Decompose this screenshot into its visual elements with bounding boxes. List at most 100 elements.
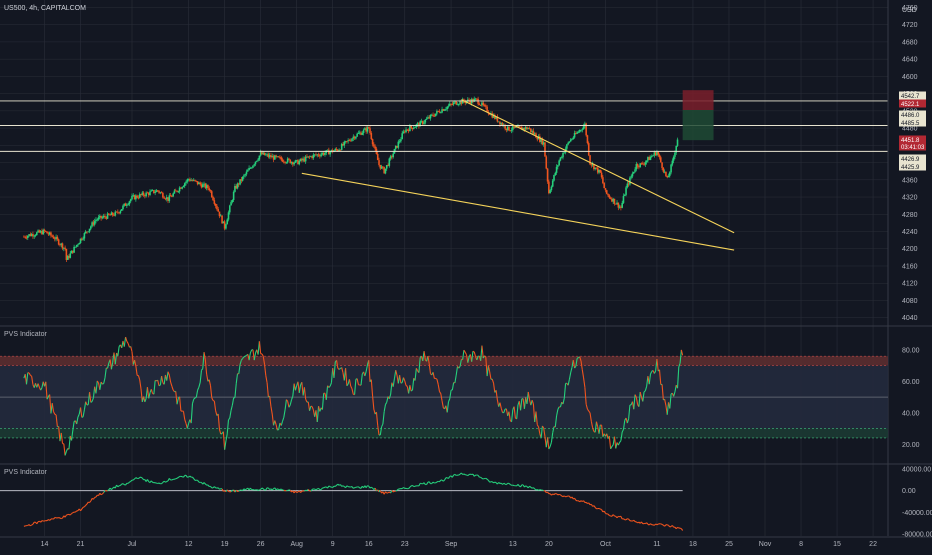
candle-body[interactable] (660, 157, 662, 162)
candle-body[interactable] (377, 154, 379, 160)
candle-body[interactable] (94, 221, 96, 225)
candle-body[interactable] (244, 174, 246, 175)
candle-body[interactable] (76, 245, 78, 247)
candle-body[interactable] (163, 197, 165, 198)
candle-body[interactable] (194, 180, 196, 181)
candle-body[interactable] (89, 229, 91, 232)
candle-body[interactable] (371, 133, 373, 139)
candle-body[interactable] (479, 104, 481, 105)
candle-body[interactable] (668, 176, 670, 177)
candle-body[interactable] (255, 162, 257, 165)
candle-body[interactable] (178, 191, 180, 192)
candle-body[interactable] (46, 232, 48, 234)
candle-body[interactable] (53, 237, 55, 239)
candle-body[interactable] (87, 232, 89, 233)
candle-body[interactable] (120, 211, 122, 213)
candle-body[interactable] (545, 157, 547, 169)
candle-body[interactable] (646, 161, 648, 163)
candle-body[interactable] (162, 193, 164, 197)
candle-body[interactable] (547, 169, 549, 182)
candle-body[interactable] (606, 190, 608, 194)
candle-body[interactable] (566, 144, 568, 148)
candle-body[interactable] (603, 183, 605, 188)
candle-body[interactable] (232, 200, 234, 202)
candle-body[interactable] (212, 197, 214, 200)
candle-body[interactable] (601, 173, 603, 178)
candle-body[interactable] (625, 187, 627, 194)
candle-body[interactable] (210, 190, 212, 191)
candle-body[interactable] (280, 157, 282, 159)
candle-body[interactable] (217, 209, 219, 211)
candle-body[interactable] (605, 188, 607, 190)
candle-body[interactable] (226, 220, 228, 225)
candle-body[interactable] (82, 239, 84, 240)
candle-body[interactable] (288, 159, 290, 160)
candle-body[interactable] (588, 143, 590, 155)
candle-body[interactable] (340, 150, 342, 151)
candle-body[interactable] (207, 185, 209, 188)
candle-body[interactable] (126, 205, 128, 206)
candle-body[interactable] (216, 206, 218, 209)
candle-body[interactable] (389, 158, 391, 165)
candle-body[interactable] (582, 129, 584, 130)
candle-body[interactable] (569, 141, 571, 142)
candle-body[interactable] (298, 161, 300, 164)
candle-body[interactable] (233, 192, 235, 200)
candle-body[interactable] (117, 212, 119, 213)
candle-body[interactable] (183, 186, 185, 187)
candle-body[interactable] (293, 163, 295, 165)
candle-body[interactable] (482, 103, 484, 105)
candle-body[interactable] (624, 195, 626, 196)
candle-body[interactable] (453, 102, 455, 104)
candle-body[interactable] (413, 128, 415, 129)
candle-body[interactable] (51, 236, 53, 237)
candle-body[interactable] (27, 236, 29, 238)
candle-body[interactable] (563, 153, 565, 154)
candle-body[interactable] (629, 178, 631, 185)
candle-body[interactable] (282, 159, 284, 161)
candle-body[interactable] (587, 135, 589, 143)
candle-body[interactable] (90, 226, 92, 228)
candle-body[interactable] (35, 235, 37, 236)
candle-body[interactable] (652, 155, 654, 156)
candle-body[interactable] (129, 201, 131, 204)
candle-body[interactable] (400, 139, 402, 141)
candle-body[interactable] (96, 220, 98, 221)
candle-body[interactable] (257, 159, 259, 160)
candle-body[interactable] (607, 194, 609, 195)
candle-body[interactable] (385, 169, 387, 174)
candle-body[interactable] (211, 191, 213, 197)
candle-body[interactable] (674, 153, 676, 157)
candle-body[interactable] (320, 154, 322, 156)
candle-body[interactable] (58, 239, 60, 244)
candle-body[interactable] (657, 152, 659, 155)
candle-body[interactable] (256, 161, 258, 162)
candle-body[interactable] (561, 157, 563, 158)
candle-body[interactable] (181, 187, 183, 189)
candle-body[interactable] (610, 198, 612, 199)
candle-body[interactable] (368, 127, 370, 128)
candle-body[interactable] (131, 196, 133, 199)
candle-body[interactable] (571, 139, 573, 140)
candle-body[interactable] (373, 144, 375, 146)
candle-body[interactable] (247, 170, 249, 171)
candle-body[interactable] (445, 109, 447, 110)
risk-box[interactable] (683, 90, 714, 110)
candle-body[interactable] (633, 172, 635, 174)
candle-body[interactable] (286, 162, 288, 163)
candle-body[interactable] (570, 140, 572, 142)
candle-body[interactable] (632, 173, 634, 176)
candle-body[interactable] (432, 115, 434, 116)
candle-body[interactable] (511, 130, 513, 131)
candle-body[interactable] (278, 156, 280, 157)
candle-body[interactable] (372, 139, 374, 144)
candle-body[interactable] (356, 134, 358, 137)
candle-body[interactable] (44, 230, 46, 231)
candle-body[interactable] (228, 212, 230, 219)
reward-box[interactable] (683, 110, 714, 140)
candle-body[interactable] (185, 182, 187, 184)
candle-body[interactable] (336, 149, 338, 150)
candle-body[interactable] (243, 175, 245, 176)
candle-body[interactable] (112, 213, 114, 216)
